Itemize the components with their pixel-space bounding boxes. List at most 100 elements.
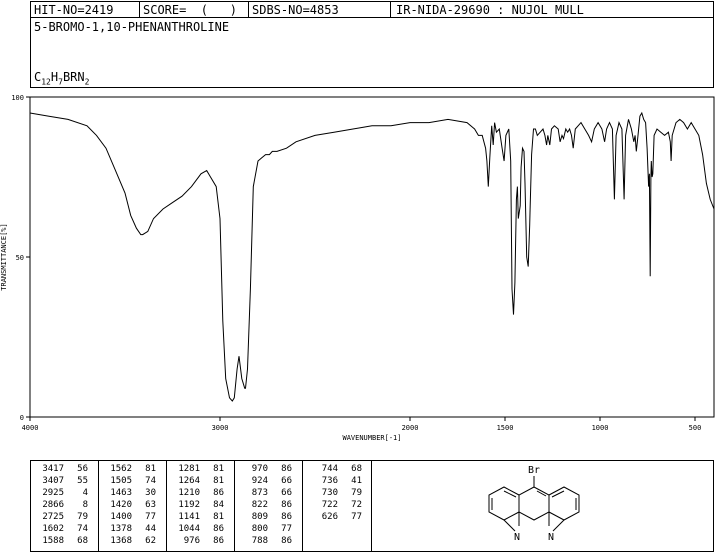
peak-transmittance: 81 xyxy=(213,464,224,474)
peak-wavenumber: 2925 xyxy=(42,488,64,498)
peak-wavenumber: 2866 xyxy=(42,500,64,510)
peak-wavenumber: 809 xyxy=(251,512,268,522)
molecular-structure: Br N N xyxy=(488,465,580,543)
sdbs-number: SDBS-NO=4853 xyxy=(252,3,339,17)
hit-number: HIT-NO=2419 xyxy=(34,3,114,17)
peak-wavenumber: 1463 xyxy=(110,488,132,498)
peak-transmittance: 77 xyxy=(145,512,156,522)
peak-transmittance: 74 xyxy=(77,524,88,534)
peak-transmittance: 81 xyxy=(213,512,224,522)
peak-wavenumber: 3407 xyxy=(42,476,64,486)
peak-transmittance: 63 xyxy=(145,500,156,510)
peak-wavenumber: 1588 xyxy=(42,536,64,546)
peak-transmittance: 86 xyxy=(213,488,224,498)
y-tick-label: 0 xyxy=(20,414,24,422)
peak-transmittance: 86 xyxy=(213,536,224,546)
peak-transmittance: 77 xyxy=(281,524,292,534)
table-divider xyxy=(98,460,99,552)
x-tick-label: 1000 xyxy=(592,424,609,432)
peak-transmittance: 74 xyxy=(145,476,156,486)
y-tick-label: 100 xyxy=(11,94,24,102)
compound-info-box xyxy=(30,17,714,88)
peak-transmittance: 84 xyxy=(213,500,224,510)
peak-transmittance: 41 xyxy=(351,476,362,486)
peak-transmittance: 81 xyxy=(145,464,156,474)
peak-wavenumber: 2725 xyxy=(42,512,64,522)
peak-wavenumber: 1368 xyxy=(110,536,132,546)
peak-transmittance: 56 xyxy=(77,464,88,474)
peak-wavenumber: 1192 xyxy=(178,500,200,510)
peak-transmittance: 86 xyxy=(281,464,292,474)
peak-table xyxy=(30,460,714,552)
peak-wavenumber: 788 xyxy=(251,536,268,546)
header-divider xyxy=(139,1,140,18)
peak-wavenumber: 1505 xyxy=(110,476,132,486)
peak-transmittance: 68 xyxy=(351,464,362,474)
peak-wavenumber: 1378 xyxy=(110,524,132,534)
table-divider xyxy=(302,460,303,552)
peak-wavenumber: 1602 xyxy=(42,524,64,534)
peak-transmittance: 55 xyxy=(77,476,88,486)
peak-wavenumber: 970 xyxy=(251,464,268,474)
peak-wavenumber: 722 xyxy=(321,500,338,510)
peak-transmittance: 72 xyxy=(351,500,362,510)
peak-wavenumber: 800 xyxy=(251,524,268,534)
peak-wavenumber: 736 xyxy=(321,476,338,486)
peak-wavenumber: 1264 xyxy=(178,476,200,486)
table-divider xyxy=(371,460,372,552)
peak-wavenumber: 924 xyxy=(251,476,268,486)
peak-transmittance: 66 xyxy=(281,488,292,498)
bromine-label: Br xyxy=(528,465,540,476)
score: SCORE= ( ) xyxy=(143,3,237,17)
table-divider xyxy=(234,460,235,552)
y-axis-label: TRANSMITTANCE[%] xyxy=(0,223,8,290)
peak-transmittance: 30 xyxy=(145,488,156,498)
ir-spectrum-chart: 4000 3000 2000 1500 1000 500 0 50 100 WAVENUMBER… xyxy=(0,94,715,442)
peak-transmittance: 81 xyxy=(213,476,224,486)
x-tick-label: 4000 xyxy=(22,424,39,432)
x-tick-label: 1500 xyxy=(497,424,514,432)
peak-wavenumber: 626 xyxy=(321,512,338,522)
peak-transmittance: 8 xyxy=(82,500,88,510)
peak-transmittance: 62 xyxy=(145,536,156,546)
x-tick-label: 2000 xyxy=(402,424,419,432)
plot-frame xyxy=(29,96,715,418)
peak-transmittance: 86 xyxy=(281,512,292,522)
peak-transmittance: 86 xyxy=(213,524,224,534)
peak-wavenumber: 1420 xyxy=(110,500,132,510)
spectrum-line xyxy=(29,111,715,402)
nitrogen-label: N xyxy=(548,532,554,543)
peak-wavenumber: 1281 xyxy=(178,464,200,474)
peak-transmittance: 86 xyxy=(281,536,292,546)
peak-transmittance: 86 xyxy=(281,500,292,510)
peak-transmittance: 66 xyxy=(281,476,292,486)
peak-transmittance: 4 xyxy=(82,488,88,498)
peak-transmittance: 68 xyxy=(77,536,88,546)
compound-name: 5-BROMO-1,10-PHENANTHROLINE xyxy=(34,20,230,34)
header-divider xyxy=(390,1,391,18)
peak-wavenumber: 1210 xyxy=(178,488,200,498)
peak-wavenumber: 730 xyxy=(321,488,338,498)
header-divider xyxy=(248,1,249,18)
x-tick-label: 500 xyxy=(689,424,702,432)
peak-transmittance: 79 xyxy=(351,488,362,498)
molecular-formula: C12H7BRN2 xyxy=(34,70,90,87)
x-axis-label: WAVENUMBER[-1] xyxy=(342,434,401,442)
peak-wavenumber: 976 xyxy=(183,536,200,546)
table-divider xyxy=(166,460,167,552)
nitrogen-label: N xyxy=(514,532,520,543)
peak-wavenumber: 1044 xyxy=(178,524,200,534)
peak-wavenumber: 1141 xyxy=(178,512,200,522)
peak-wavenumber: 3417 xyxy=(42,464,64,474)
peak-wavenumber: 744 xyxy=(321,464,338,474)
peak-wavenumber: 873 xyxy=(251,488,268,498)
peak-wavenumber: 822 xyxy=(251,500,268,510)
peak-wavenumber: 1562 xyxy=(110,464,132,474)
peak-wavenumber: 1400 xyxy=(110,512,132,522)
peak-transmittance: 79 xyxy=(77,512,88,522)
peak-transmittance: 44 xyxy=(145,524,156,534)
y-tick-label: 50 xyxy=(16,254,24,262)
ir-nida-code: IR-NIDA-29690 : NUJOL MULL xyxy=(396,3,584,17)
peak-transmittance: 77 xyxy=(351,512,362,522)
x-tick-label: 3000 xyxy=(212,424,229,432)
